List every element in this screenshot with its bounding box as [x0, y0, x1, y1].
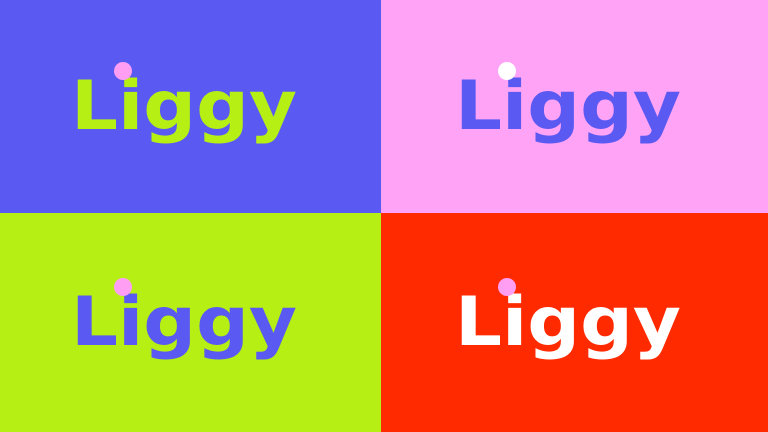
logo-panel-top-right: Liggy: [381, 0, 768, 213]
logo-wordmark: Liggy: [71, 283, 297, 362]
logo-wordmark: Liggy: [455, 283, 681, 362]
logo-wordmark: Liggy: [71, 67, 297, 146]
liggy-logo-mark: Liggy: [71, 61, 297, 146]
liggy-logo: Liggy: [71, 277, 311, 369]
logo-panel-bottom-right: Liggy: [381, 213, 768, 432]
liggy-logo: Liggy: [71, 61, 311, 153]
logo-wordmark: Liggy: [455, 67, 681, 146]
logo-panel-bottom-left: Liggy: [0, 213, 381, 432]
logo-panel-top-left: Liggy: [0, 0, 381, 213]
logo-dot: [113, 61, 132, 80]
liggy-logo: Liggy: [455, 277, 695, 369]
logo-dot: [497, 61, 516, 80]
liggy-logo-mark: Liggy: [455, 277, 681, 362]
logo-dot: [497, 277, 516, 296]
logo-dot: [113, 277, 132, 296]
liggy-logo: Liggy: [455, 61, 695, 153]
liggy-logo-mark: Liggy: [71, 277, 297, 362]
liggy-logo-mark: Liggy: [455, 61, 681, 146]
